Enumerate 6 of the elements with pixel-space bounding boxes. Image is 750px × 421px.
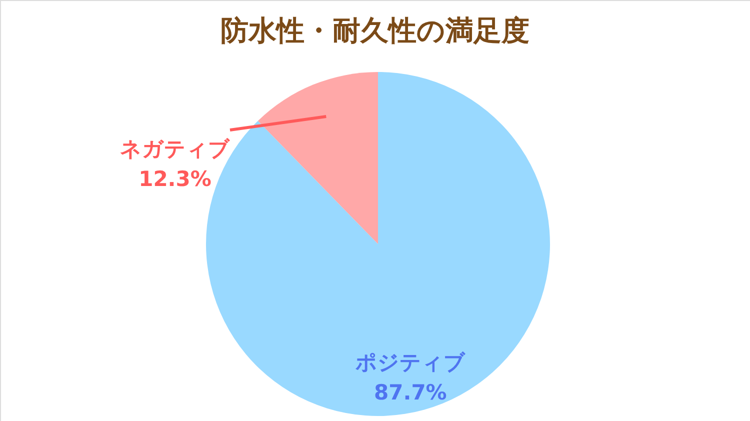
- pie-slice: [258, 72, 378, 244]
- slice-label: ネガティブ: [120, 137, 231, 161]
- data-label: 87.7%: [374, 380, 447, 405]
- chart-title: 防水性・耐久性の満足度: [220, 14, 530, 47]
- data-label: 12.3%: [138, 167, 212, 191]
- slice-label: ポジティブ: [354, 350, 466, 375]
